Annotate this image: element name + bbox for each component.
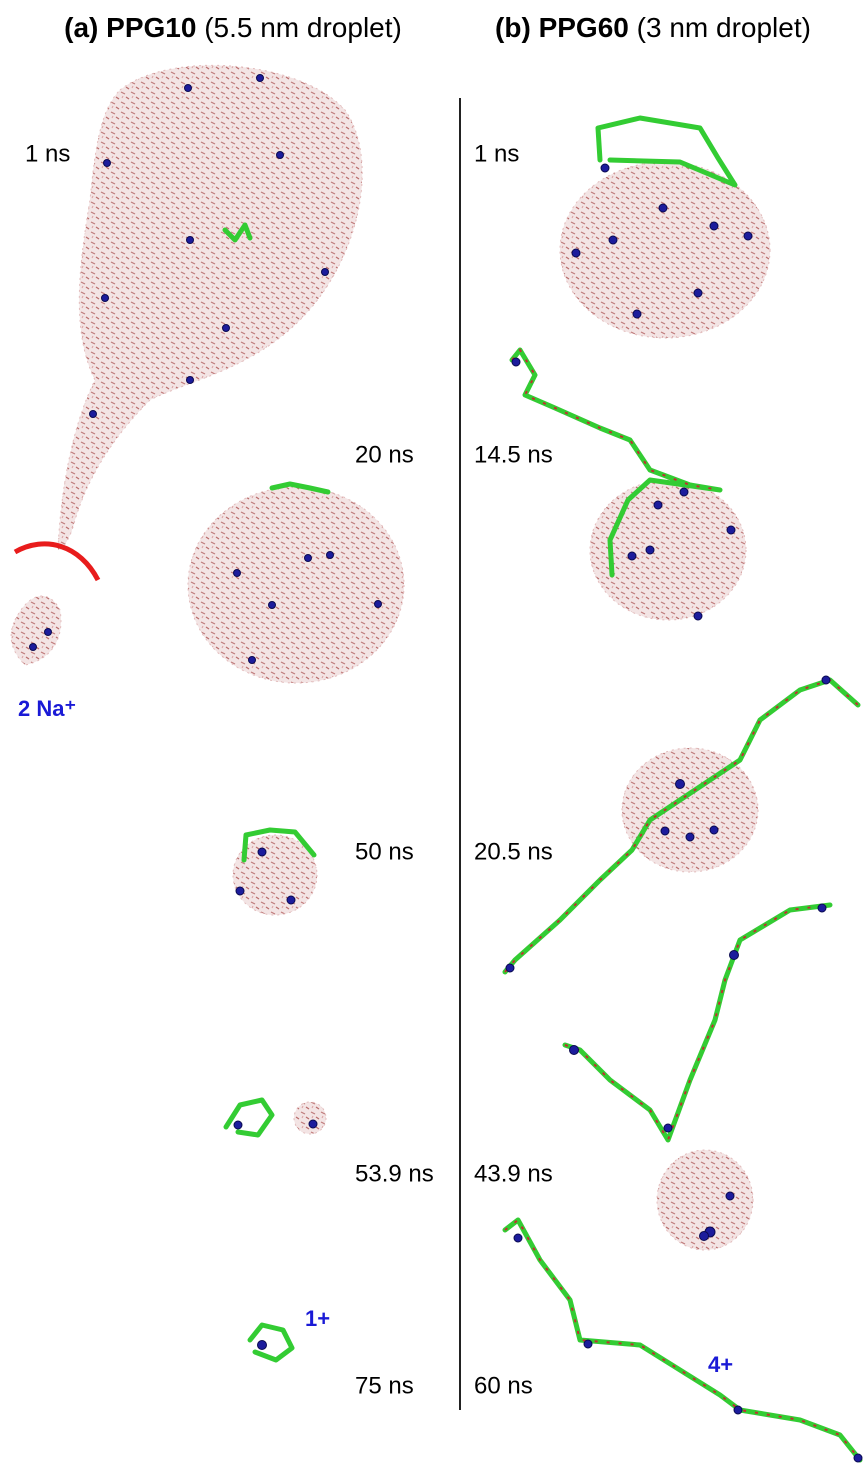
time-label: 1 ns (25, 140, 70, 167)
figure: (a) PPG10 (5.5 nm droplet) (b) PPG60 (3 … (0, 0, 868, 1474)
time-label: 20.5 ns (474, 838, 553, 865)
time-label: 1 ns (474, 140, 519, 167)
svg-text:(b) PPG60 (3 nm droplet): (b) PPG60 (3 nm droplet) (495, 12, 811, 43)
time-label: 53.9 ns (355, 1160, 434, 1187)
panel-a-title: (a) PPG10 (5.5 nm droplet) (64, 12, 402, 43)
snapshots-b (505, 118, 862, 1462)
frame-labels-b: 1 ns 14.5 ns 20.5 ns 43.9 ns 60 ns (474, 140, 553, 1399)
charge-label: 4+ (708, 1352, 733, 1377)
charge-label: 1+ (305, 1306, 330, 1331)
svg-text:(a) PPG10 (5.5 nm droplet): (a) PPG10 (5.5 nm droplet) (64, 12, 402, 43)
panel-subtitle: (5.5 nm droplet) (204, 12, 402, 43)
panel-label: (a) PPG10 (64, 12, 196, 43)
time-label: 60 ns (474, 1372, 533, 1399)
panel-b-title: (b) PPG60 (3 nm droplet) (495, 12, 811, 43)
panel-label: (b) PPG60 (495, 12, 629, 43)
panel-subtitle: (3 nm droplet) (637, 12, 811, 43)
ejected-ions-label: 2 Na⁺ (18, 696, 76, 721)
time-label: 50 ns (355, 838, 414, 865)
page: {"panels": [ {"label": "(a) PPG10", "sub… (0, 0, 868, 1474)
time-label: 20 ns (355, 441, 414, 468)
time-label: 43.9 ns (474, 1160, 553, 1187)
time-label: 14.5 ns (474, 441, 553, 468)
time-label: 75 ns (355, 1372, 414, 1399)
